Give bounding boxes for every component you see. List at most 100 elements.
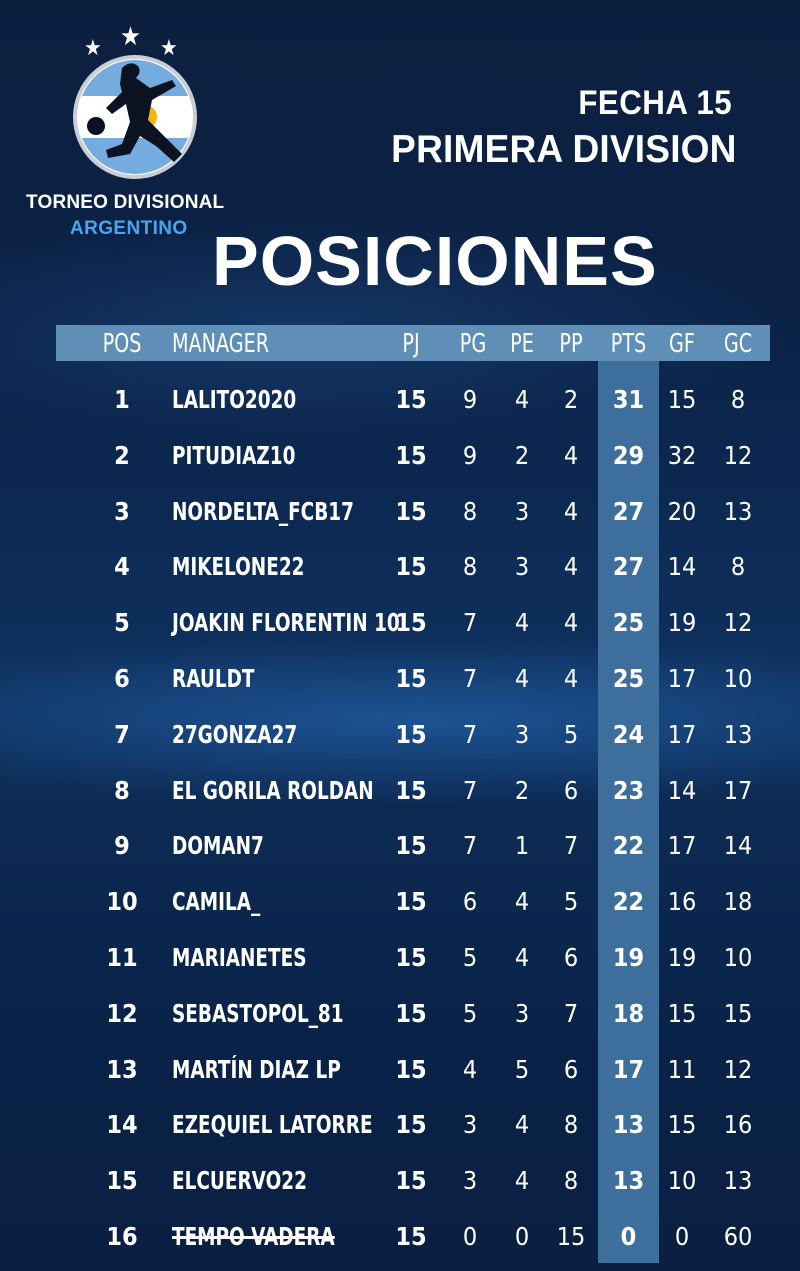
cell-pts: 24 — [612, 719, 645, 749]
cell-gc: 13 — [723, 719, 753, 749]
cell-pj: 15 — [395, 552, 427, 582]
cell-pp: 4 — [563, 496, 579, 526]
cell-pj: 15 — [395, 719, 427, 749]
cell-manager: TEMPO VADERA — [172, 1222, 335, 1251]
cell-pe: 5 — [514, 1054, 530, 1084]
cell-pg: 3 — [462, 1166, 478, 1196]
cell-pg: 4 — [462, 1054, 478, 1084]
cell-pts: 19 — [612, 943, 645, 972]
table-row: 6 RAULDT 15 7 4 4 25 17 10 — [0, 651, 800, 707]
cell-gc: 12 — [723, 1054, 753, 1084]
cell-pj: 15 — [395, 998, 427, 1028]
round-label: FECHA 15 — [578, 84, 732, 122]
cell-pp: 15 — [556, 1222, 586, 1251]
table-row: 9 DOMAN7 15 7 1 7 22 17 14 — [0, 818, 800, 874]
cell-pe: 4 — [514, 887, 530, 917]
cell-pj: 15 — [395, 1222, 427, 1251]
cell-pg: 0 — [462, 1222, 478, 1251]
cell-pg: 7 — [462, 664, 478, 693]
cell-gc: 18 — [723, 887, 753, 917]
cell-manager: MIKELONE22 — [172, 552, 305, 582]
cell-gc: 13 — [723, 496, 753, 526]
cell-pe: 3 — [514, 496, 530, 526]
cell-pos: 2 — [114, 440, 130, 470]
star-icon: ★ — [160, 36, 178, 61]
page-title: POSICIONES — [212, 222, 658, 300]
brand-name: TORNEO DIVISIONAL — [26, 192, 225, 213]
cell-pos: 5 — [114, 608, 130, 638]
column-header-pj: PJ — [402, 329, 420, 359]
pts-column-highlight — [598, 361, 659, 1263]
cell-pts: 29 — [612, 440, 645, 470]
cell-pts: 22 — [612, 831, 645, 861]
cell-gf: 14 — [667, 552, 697, 582]
cell-manager: LALITO2020 — [172, 385, 297, 414]
cell-gf: 17 — [667, 831, 697, 861]
cell-gf: 17 — [667, 719, 697, 749]
cell-pts: 13 — [612, 1110, 645, 1140]
cell-pos: 3 — [114, 496, 130, 526]
cell-gf: 17 — [667, 664, 697, 693]
cell-gf: 14 — [667, 775, 697, 805]
cell-pos: 10 — [106, 887, 138, 917]
cell-pts: 25 — [612, 664, 645, 693]
cell-gf: 19 — [667, 943, 697, 972]
table-header-bar — [56, 325, 770, 361]
cell-pe: 4 — [514, 608, 530, 638]
cell-manager: PITUDIAZ10 — [172, 440, 296, 470]
cell-pj: 15 — [395, 1110, 427, 1140]
cell-pe: 3 — [514, 552, 530, 582]
cell-pp: 4 — [563, 440, 579, 470]
cell-pj: 15 — [395, 440, 427, 470]
cell-pe: 1 — [514, 831, 530, 861]
cell-gf: 19 — [667, 608, 697, 638]
table-row: 1 LALITO2020 15 9 4 2 31 15 8 — [0, 372, 800, 428]
cell-pos: 15 — [106, 1166, 138, 1196]
cell-pp: 4 — [563, 664, 579, 693]
column-header-gf: GF — [669, 329, 695, 359]
cell-pg: 7 — [462, 608, 478, 638]
column-header-pp: PP — [559, 329, 583, 359]
table-row: 7 27GONZA27 15 7 3 5 24 17 13 — [0, 707, 800, 763]
cell-pos: 7 — [114, 719, 130, 749]
cell-manager: JOAKIN FLORENTIN 10 — [172, 608, 400, 638]
cell-pp: 8 — [563, 1166, 579, 1196]
cell-pp: 6 — [563, 775, 579, 805]
column-header-pg: PG — [459, 329, 487, 359]
logo-stars: ★ ★ ★ — [84, 24, 184, 64]
cell-gf: 15 — [667, 1110, 697, 1140]
cell-pts: 31 — [612, 385, 645, 414]
column-header-pts: PTS — [610, 329, 647, 359]
cell-pts: 27 — [612, 496, 645, 526]
cell-pe: 4 — [514, 664, 530, 693]
cell-manager: DOMAN7 — [172, 831, 264, 861]
cell-pj: 15 — [395, 608, 427, 638]
cell-pe: 3 — [514, 719, 530, 749]
cell-gc: 16 — [723, 1110, 753, 1140]
cell-pj: 15 — [395, 943, 427, 972]
cell-manager: 27GONZA27 — [172, 719, 298, 749]
cell-pj: 15 — [395, 664, 427, 693]
star-icon: ★ — [120, 22, 141, 52]
cell-pos: 1 — [114, 385, 130, 414]
column-header-pos: POS — [102, 329, 142, 359]
cell-gf: 0 — [674, 1222, 690, 1251]
cell-pg: 7 — [462, 775, 478, 805]
table-row: 11 MARIANETES 15 5 4 6 19 19 10 — [0, 930, 800, 986]
cell-pj: 15 — [395, 831, 427, 861]
cell-pg: 7 — [462, 719, 478, 749]
cell-gc: 10 — [723, 943, 753, 972]
cell-pos: 6 — [114, 664, 130, 693]
cell-pts: 17 — [612, 1054, 645, 1084]
cell-gf: 11 — [667, 1054, 697, 1084]
cell-pg: 3 — [462, 1110, 478, 1140]
cell-gf: 32 — [667, 440, 697, 470]
cell-pp: 6 — [563, 943, 579, 972]
cell-gc: 10 — [723, 664, 753, 693]
cell-pj: 15 — [395, 775, 427, 805]
cell-pg: 7 — [462, 831, 478, 861]
cell-manager: CAMILA_ — [172, 887, 261, 917]
cell-pts: 25 — [612, 608, 645, 638]
table-row: 4 MIKELONE22 15 8 3 4 27 14 8 — [0, 539, 800, 595]
cell-pg: 8 — [462, 496, 478, 526]
